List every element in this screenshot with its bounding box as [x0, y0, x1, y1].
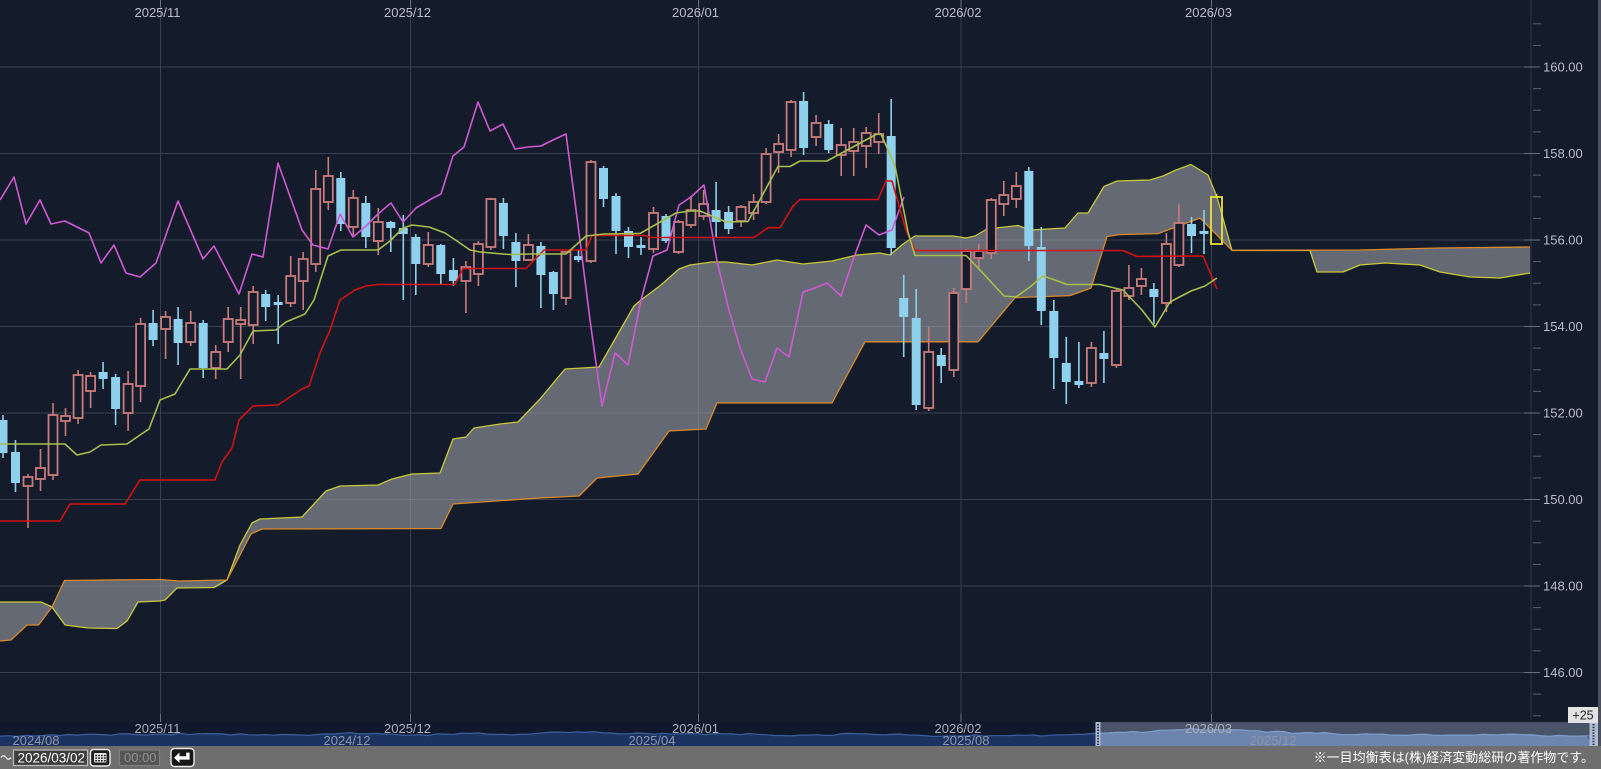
svg-text:2024/12: 2024/12 [324, 733, 371, 748]
svg-text:148.00: 148.00 [1543, 579, 1583, 594]
svg-text:146.00: 146.00 [1543, 665, 1583, 680]
svg-text:2025/12: 2025/12 [1250, 733, 1297, 748]
svg-text:+25: +25 [1572, 709, 1593, 723]
svg-text:00:00: 00:00 [124, 750, 157, 765]
svg-text:2026/01: 2026/01 [672, 5, 719, 20]
svg-text:※一目均衡表は(株)経済変動総研の著作物です。: ※一目均衡表は(株)経済変動総研の著作物です。 [1314, 750, 1594, 765]
svg-text:154.00: 154.00 [1543, 319, 1583, 334]
svg-text:2025/11: 2025/11 [134, 5, 180, 20]
svg-text:160.00: 160.00 [1543, 60, 1583, 75]
svg-text:2026/03: 2026/03 [1185, 5, 1232, 20]
svg-text:2025/11: 2025/11 [134, 721, 180, 736]
svg-text:2026/03: 2026/03 [1185, 721, 1232, 736]
svg-text:2026/01: 2026/01 [672, 721, 719, 736]
svg-text:150.00: 150.00 [1543, 492, 1583, 507]
svg-text:2026/02: 2026/02 [935, 5, 982, 20]
svg-text:2026/03/02: 2026/03/02 [18, 751, 86, 766]
svg-text:156.00: 156.00 [1543, 233, 1583, 248]
svg-text:2025/04: 2025/04 [629, 733, 676, 748]
svg-text:2025/08: 2025/08 [943, 733, 990, 748]
svg-text:158.00: 158.00 [1543, 146, 1583, 161]
svg-text:152.00: 152.00 [1543, 406, 1583, 421]
svg-text:2026/02: 2026/02 [935, 721, 982, 736]
svg-text:2025/12: 2025/12 [384, 721, 431, 736]
svg-text:2024/08: 2024/08 [13, 733, 60, 748]
svg-text:2025/12: 2025/12 [384, 5, 431, 20]
